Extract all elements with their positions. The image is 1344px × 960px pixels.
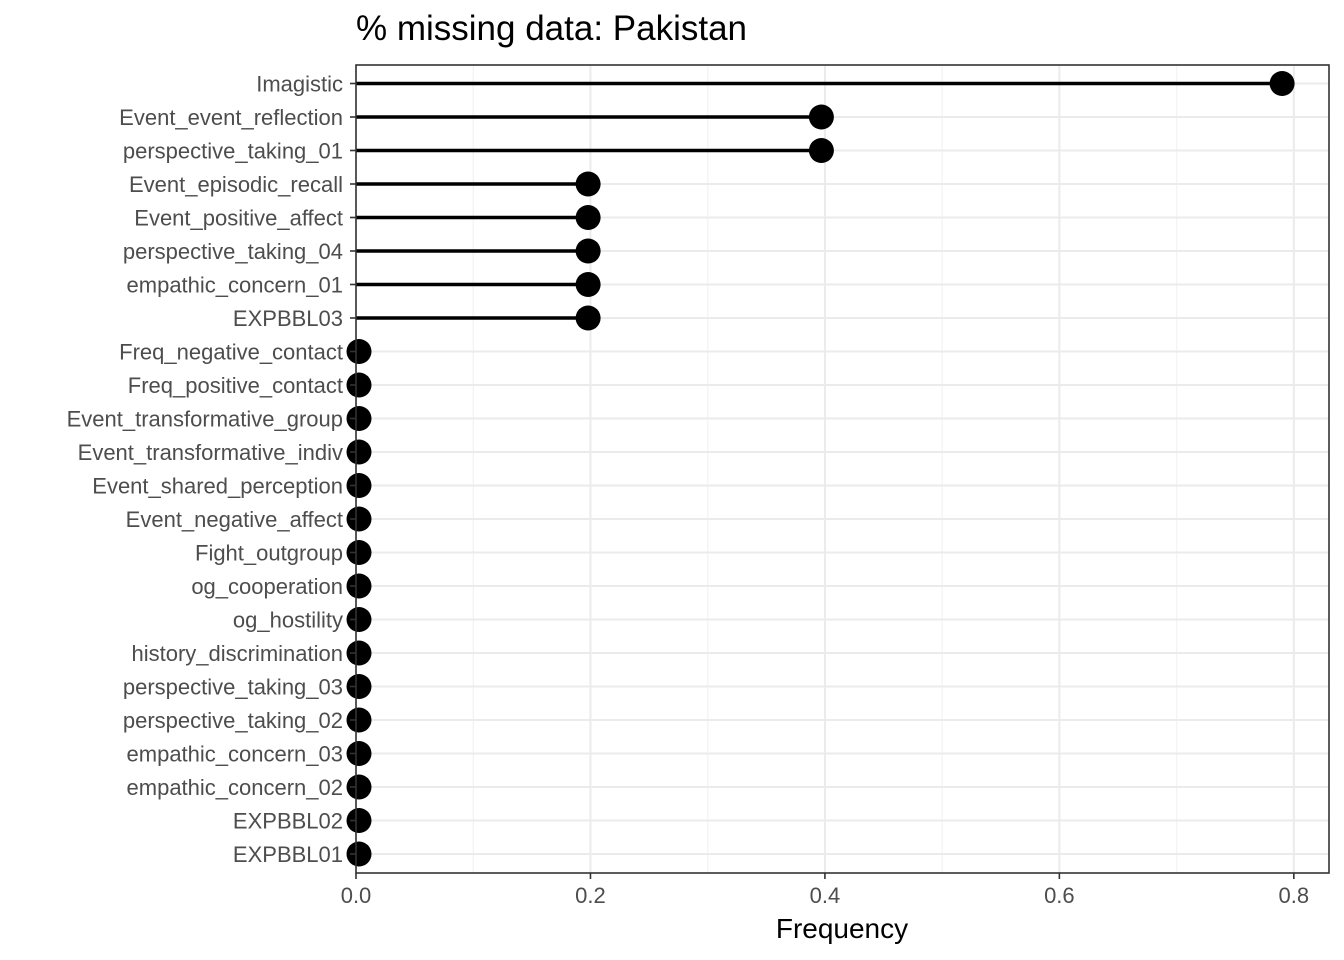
x-axis: 0.0 0.2 0.4 0.6 0.8 xyxy=(341,873,1309,908)
lollipop-dot xyxy=(808,104,834,130)
x-tick-label: 0.2 xyxy=(575,883,606,908)
lollipop-dot xyxy=(346,439,372,465)
y-tick-label: og_hostility xyxy=(233,608,343,633)
y-tick-label: perspective_taking_04 xyxy=(123,239,343,264)
y-axis: Imagistic Event_event_reflection perspecti… xyxy=(67,72,356,867)
x-tick-label: 0.8 xyxy=(1279,883,1310,908)
y-tick-label: empathic_concern_02 xyxy=(127,775,343,800)
plot-panel xyxy=(355,64,1330,874)
lollipop-dot xyxy=(346,573,372,599)
y-tick-label: Event_episodic_recall xyxy=(129,172,343,197)
y-tick-label: Event_shared_perception xyxy=(92,474,343,499)
y-tick-label: Event_negative_affect xyxy=(126,507,343,532)
x-tick-label: 0.6 xyxy=(1044,883,1075,908)
chart-title: % missing data: Pakistan xyxy=(356,9,747,48)
lollipop-dot xyxy=(346,506,372,532)
lollipop-dot xyxy=(346,372,372,398)
y-tick-label: Event_transformative_indiv xyxy=(78,440,343,465)
y-tick-label: EXPBBL01 xyxy=(233,842,343,867)
lollipop-dot xyxy=(575,272,601,297)
y-tick-label: history_discrimination xyxy=(131,641,343,666)
lollipop-dot xyxy=(346,774,372,800)
lollipop-dots xyxy=(346,71,1295,867)
x-tick-label: 0.0 xyxy=(341,883,372,908)
grid-lines xyxy=(355,65,1329,873)
lollipop-dot xyxy=(575,171,601,197)
lollipop-dot xyxy=(346,841,372,867)
x-axis-label: Frequency xyxy=(776,913,908,944)
lollipop-dot xyxy=(808,138,834,163)
x-tick-label: 0.4 xyxy=(810,883,841,908)
lollipop-dot xyxy=(346,707,372,733)
lollipop-dot xyxy=(1269,71,1295,96)
y-tick-label: Event_positive_affect xyxy=(134,206,343,231)
lollipop-dot xyxy=(346,640,372,666)
y-tick-label: Imagistic xyxy=(256,72,343,97)
y-tick-label: perspective_taking_03 xyxy=(123,675,343,700)
lollipop-dot xyxy=(346,473,372,498)
y-tick-label: og_cooperation xyxy=(191,574,343,599)
lollipop-dot xyxy=(346,339,372,364)
y-tick-label: Event_event_reflection xyxy=(119,105,343,130)
lollipop-dot xyxy=(346,674,372,699)
lollipop-dot xyxy=(346,741,372,766)
y-tick-label: Fight_outgroup xyxy=(195,541,343,566)
lollipop-stems xyxy=(356,81,1283,320)
lollipop-dot xyxy=(346,607,372,632)
lollipop-dot xyxy=(346,808,372,833)
lollipop-dot xyxy=(575,238,601,264)
y-tick-label: perspective_taking_01 xyxy=(123,139,343,164)
y-tick-label: empathic_concern_03 xyxy=(127,742,343,767)
y-tick-label: EXPBBL03 xyxy=(233,306,343,331)
y-tick-label: Freq_negative_contact xyxy=(119,340,343,365)
y-tick-label: Event_transformative_group xyxy=(67,407,343,432)
y-tick-label: empathic_concern_01 xyxy=(127,273,343,298)
y-tick-label: Freq_positive_contact xyxy=(128,373,343,398)
lollipop-dot xyxy=(346,406,372,431)
lollipop-dot xyxy=(575,305,601,331)
y-tick-label: perspective_taking_02 xyxy=(123,708,343,733)
y-tick-label: EXPBBL02 xyxy=(233,809,343,834)
lollipop-dot xyxy=(575,205,601,230)
lollipop-dot xyxy=(346,540,372,565)
